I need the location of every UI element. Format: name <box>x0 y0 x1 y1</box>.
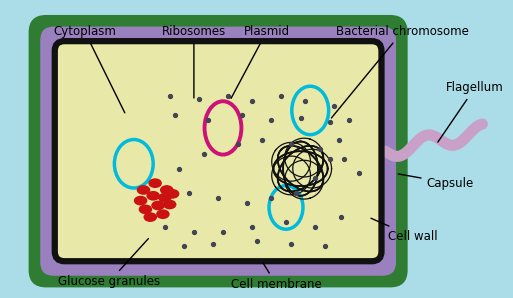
Ellipse shape <box>139 204 152 214</box>
Ellipse shape <box>158 193 171 203</box>
Ellipse shape <box>166 189 180 199</box>
Ellipse shape <box>148 178 162 188</box>
Text: Cell membrane: Cell membrane <box>231 263 322 291</box>
Ellipse shape <box>146 191 160 201</box>
Text: Capsule: Capsule <box>398 174 474 190</box>
Ellipse shape <box>151 201 165 210</box>
Text: Bacterial chromosome: Bacterial chromosome <box>331 25 469 118</box>
FancyBboxPatch shape <box>29 15 408 287</box>
Ellipse shape <box>136 185 150 195</box>
FancyBboxPatch shape <box>40 27 396 276</box>
Ellipse shape <box>144 212 157 222</box>
Text: Flagellum: Flagellum <box>438 81 504 142</box>
Text: Ribosomes: Ribosomes <box>162 25 226 98</box>
Ellipse shape <box>156 209 170 219</box>
FancyBboxPatch shape <box>63 49 374 254</box>
Text: Plasmid: Plasmid <box>231 25 290 98</box>
FancyBboxPatch shape <box>55 41 382 261</box>
Ellipse shape <box>163 200 176 209</box>
Text: Cytoplasm: Cytoplasm <box>53 25 125 113</box>
Ellipse shape <box>134 196 147 206</box>
Text: Cell wall: Cell wall <box>371 218 438 243</box>
Text: Glucose granules: Glucose granules <box>58 239 160 288</box>
Ellipse shape <box>160 185 173 195</box>
